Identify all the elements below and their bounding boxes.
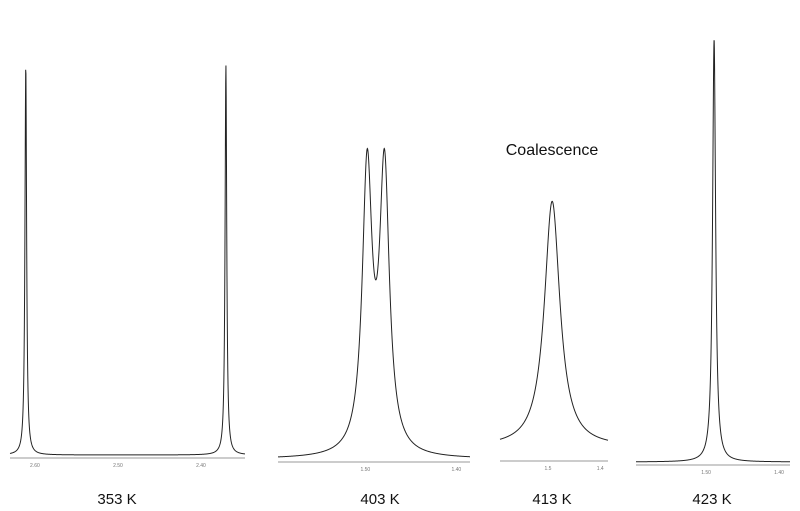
tick-label: 1.50	[701, 470, 711, 476]
coalescence-annotation: Coalescence	[506, 142, 599, 159]
tick-label: 2.50	[113, 463, 123, 469]
temperature-label: 353 K	[97, 491, 136, 508]
tick-label: 2.40	[196, 463, 206, 469]
tick-label: 1.40	[451, 467, 461, 473]
tick-label: 1.4	[597, 466, 604, 472]
tick-label: 1.50	[360, 467, 370, 473]
temperature-label: 423 K	[692, 491, 731, 508]
temperature-label: 403 K	[360, 491, 399, 508]
tick-label: 1.40	[774, 470, 784, 476]
spectrum-line	[499, 200, 609, 441]
tick-label: 1.5	[545, 466, 552, 472]
spectrum-line	[277, 147, 471, 458]
tick-label: 2.60	[30, 463, 40, 469]
spectrum-line	[636, 40, 790, 463]
spectrum-line	[9, 65, 246, 456]
temperature-label: 413 K	[532, 491, 571, 508]
